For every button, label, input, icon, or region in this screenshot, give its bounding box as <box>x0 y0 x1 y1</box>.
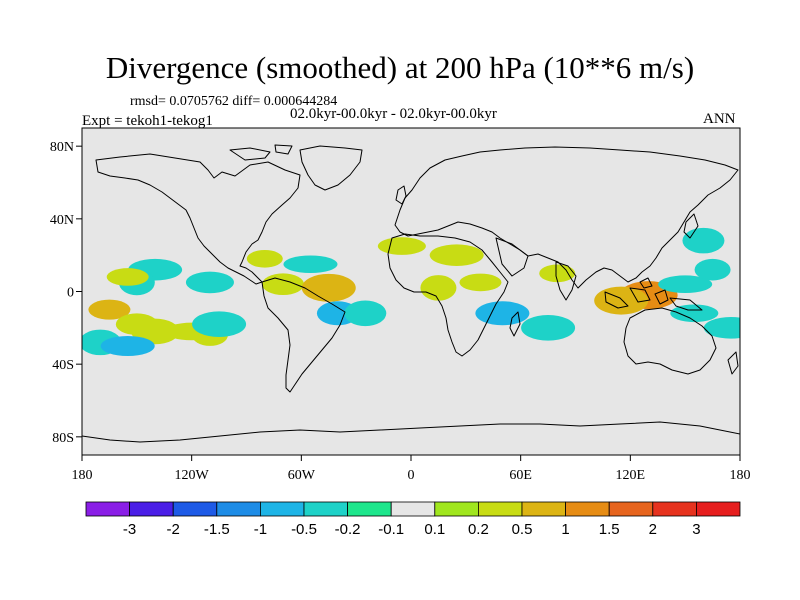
anomaly-positive <box>106 268 149 286</box>
anomaly-positive <box>459 273 502 292</box>
anomaly-negative <box>703 317 740 339</box>
x-tick-label: 180 <box>72 468 93 483</box>
colorbar-label: -1.5 <box>204 521 230 538</box>
colorbar-label: 0.1 <box>424 521 445 538</box>
y-tick-label: 80S <box>52 431 74 446</box>
y-axis: 80N 40N 0 40S 80S <box>50 140 82 446</box>
period-label: 02.0kyr-00.0kyr - 02.0kyr-00.0kyr <box>290 106 497 122</box>
colorbar-label: -0.1 <box>378 521 404 538</box>
anomaly-negative <box>192 311 247 338</box>
coast-india <box>555 261 577 301</box>
anomaly-negative <box>670 304 719 323</box>
y-tick-label: 80N <box>50 140 74 155</box>
colorbar-swatch <box>521 501 566 517</box>
coast-greenland <box>299 145 363 191</box>
stats-label: rmsd= 0.0705762 diff= 0.000644284 <box>130 94 338 109</box>
coast-north-america <box>95 153 301 285</box>
x-axis: 180 120W 60W 0 60E 120E 180 <box>72 455 751 483</box>
anomaly-positive <box>539 264 576 283</box>
y-tick-label: 0 <box>67 286 74 301</box>
x-tick-label: 60E <box>509 468 532 483</box>
anomaly-positive <box>420 275 457 301</box>
colorbar-label: -0.2 <box>335 521 361 538</box>
coast-antarctica <box>82 421 740 443</box>
colorbar-swatch <box>696 501 741 517</box>
x-tick-label: 180 <box>730 468 751 483</box>
colorbar-swatch <box>434 501 479 517</box>
coast-new-zealand <box>727 351 739 375</box>
colorbar-label: 1.5 <box>599 521 620 538</box>
anomaly-negative <box>344 300 387 327</box>
colorbar-label: -0.5 <box>291 521 317 538</box>
colorbar-label: 2 <box>649 521 657 538</box>
coast-arabia <box>495 237 529 277</box>
colorbar-swatch <box>303 501 348 517</box>
coast-indonesia <box>604 277 703 311</box>
anomaly-positive <box>594 286 649 315</box>
coastline-layer <box>82 144 740 443</box>
anomaly-negative <box>475 301 530 326</box>
anomaly-negative <box>185 271 234 294</box>
colorbar-swatch <box>390 501 436 517</box>
colorbar-label: -2 <box>167 521 180 538</box>
colorbar-label: 0.2 <box>468 521 489 538</box>
experiment-label: Expt = tekoh1-tekog1 <box>82 113 213 129</box>
colorbar-label: -3 <box>123 521 136 538</box>
x-tick-label: 0 <box>408 468 415 483</box>
coast-madagascar <box>509 311 521 337</box>
colorbar-swatch <box>347 501 392 517</box>
coast-britain <box>395 185 407 205</box>
y-tick-label: 40N <box>50 213 74 228</box>
colorbar-label: -1 <box>254 521 267 538</box>
colorbar-swatch <box>652 501 697 517</box>
anomaly-positive <box>429 244 484 266</box>
figure-title: Divergence (smoothed) at 200 hPa (10**6 … <box>105 50 695 85</box>
x-tick-label: 60W <box>288 468 316 483</box>
anomaly-positive <box>88 299 131 320</box>
coast-australia <box>623 307 717 375</box>
y-tick-label: 40S <box>52 358 74 373</box>
coast-south-america <box>261 277 346 393</box>
colorbar: -3 -2 -1.5 -1 -0.5 -0.2 -0.1 0.1 0.2 0.5 1 1.5 2 3 <box>85 501 741 538</box>
colorbar-label: 3 <box>692 521 700 538</box>
anomaly-negative <box>100 336 155 356</box>
colorbar-label: 0.5 <box>512 521 533 538</box>
x-tick-label: 120W <box>175 468 210 483</box>
colorbar-swatch <box>129 501 174 517</box>
colorbar-label: 1 <box>561 521 569 538</box>
coast-africa <box>387 233 509 357</box>
coast-japan <box>683 213 699 239</box>
anomaly-positive <box>246 249 283 268</box>
x-tick-label: 120E <box>616 468 646 483</box>
colorbar-swatch <box>477 501 523 517</box>
anomaly-negative <box>283 255 338 274</box>
colorbar-swatch <box>216 501 261 517</box>
anomaly-negative <box>682 227 725 254</box>
anomaly-negative <box>694 258 731 281</box>
anomaly-negative <box>658 275 713 294</box>
colorbar-swatch <box>259 501 305 517</box>
colorbar-swatch <box>565 501 610 517</box>
coast-arctic-islands <box>229 144 293 161</box>
colorbar-swatch <box>172 501 218 517</box>
anomaly-positive <box>262 273 305 296</box>
anomaly-positive <box>301 273 356 302</box>
coast-eurasia <box>394 146 739 289</box>
colorbar-swatch <box>608 501 654 517</box>
anomaly-negative <box>521 315 576 341</box>
colorbar-swatch <box>85 501 130 517</box>
season-label: ANN <box>703 111 736 127</box>
anomaly-positive <box>377 237 426 255</box>
